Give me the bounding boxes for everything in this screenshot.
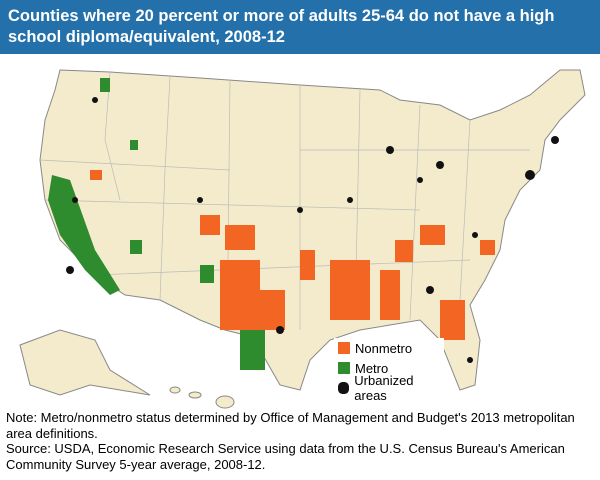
legend-swatch — [338, 342, 350, 354]
legend-item: Nonmetro — [338, 338, 444, 358]
source: Source: USDA, Economic Research Service … — [6, 441, 565, 472]
map-layer — [19, 69, 586, 409]
legend-label: Nonmetro — [355, 340, 413, 356]
urbanized-areas — [66, 97, 559, 363]
header: Counties where 20 percent or more of adu… — [0, 0, 600, 54]
legend-label: Metro — [355, 360, 389, 376]
us-outline — [39, 69, 586, 391]
legend-item: Urbanized areas — [338, 373, 444, 403]
legend-label: Urbanized areas — [354, 373, 414, 403]
title: Counties where 20 percent or more of adu… — [8, 7, 555, 46]
note: Note: Metro/nonmetro status determined b… — [6, 410, 575, 441]
legend: Nonmetro Metro Urbanized areas — [334, 338, 444, 404]
legend-item: Metro — [338, 358, 444, 378]
metro-areas — [48, 78, 265, 370]
alaska — [19, 329, 151, 396]
notes: Note: Metro/nonmetro status determined b… — [6, 410, 596, 472]
map — [19, 69, 586, 409]
legend-swatch — [338, 382, 350, 394]
nonmetro-areas — [90, 170, 495, 340]
hawaii — [169, 386, 235, 409]
legend-swatch — [338, 362, 350, 374]
